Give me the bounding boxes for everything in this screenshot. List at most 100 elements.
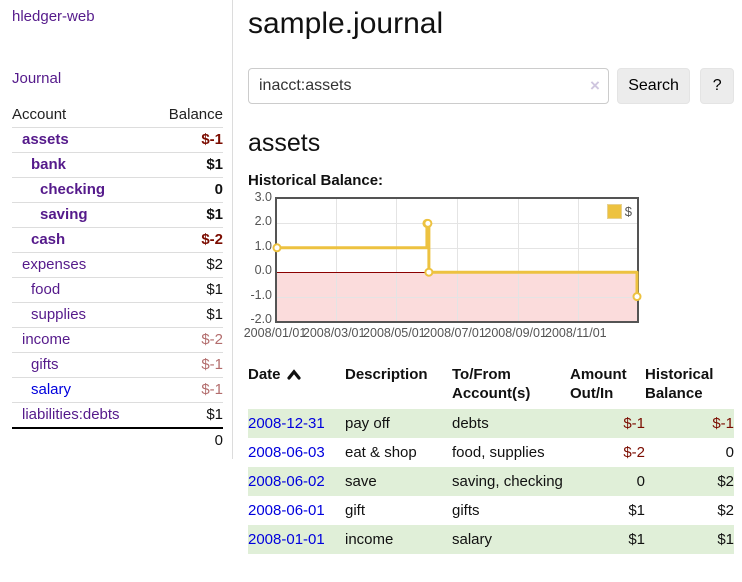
transaction-description: gift [345,502,366,519]
transaction-balance: $1 [645,525,734,554]
transaction-description: eat & shop [345,444,417,461]
app-brand: hledger-web [12,8,223,26]
transaction-date-link[interactable]: 2008-06-02 [248,473,325,490]
y-tick-label: -2.0 [250,312,272,326]
chart-y-axis: 3.0 2.0 1.0 0.0 -1.0 -2.0 [248,190,272,326]
legend-label: $ [624,204,632,219]
chart-x-axis: 2008/01/01 2008/03/01 2008/05/01 2008/07/01… [244,326,635,344]
search-form: × Search ? [248,68,734,104]
gridline [396,199,398,321]
y-tick-label: 1.0 [254,238,272,253]
transaction-accounts: food, supplies [452,444,545,461]
account-row: cash $-2 [12,227,223,253]
transaction-accounts: gifts [452,502,480,519]
sidebar-account-bank[interactable]: bank [31,156,67,173]
account-balance: $-1 [152,127,223,153]
data-point [424,267,434,277]
register-row: 2008-06-01 gift gifts $1 $2 [248,496,734,525]
accounts-total-row: 0 [12,427,223,453]
sidebar-account-income[interactable]: income [22,331,71,348]
sidebar-account-gifts[interactable]: gifts [31,356,59,373]
clear-search-icon[interactable]: × [589,76,600,95]
accounts-table: Account Balance assets $-1 bank $1 check… [12,103,223,453]
sidebar-account-food[interactable]: food [31,281,61,298]
page-title: sample.journal [248,7,444,40]
transaction-date-link[interactable]: 2008-06-01 [248,502,325,519]
sidebar-account-cash[interactable]: cash [31,231,66,248]
account-row: food $1 [12,277,223,303]
chart-legend: $ [606,204,632,219]
help-button[interactable]: ? [700,68,734,104]
data-point [632,292,642,302]
transaction-amount: $-1 [570,409,645,438]
sidebar-account-assets[interactable]: assets [22,131,69,148]
transaction-amount: $1 [570,525,645,554]
transaction-date-link[interactable]: 2008-12-31 [248,415,325,432]
sidebar-account-expenses[interactable]: expenses [22,256,87,273]
x-tick-label: 2008/05/01 [363,326,426,340]
sidebar: hledger-web Journal Account Balance asse… [0,0,233,459]
transaction-accounts: salary [452,525,570,554]
accounts-total-balance: 0 [152,427,223,453]
register-table: Date Description To/From Account(s) Amou… [248,363,734,554]
data-point [423,218,433,228]
sidebar-account-saving[interactable]: saving [40,206,88,223]
account-column-header: Account [12,106,67,123]
historical-balance-chart: 3.0 2.0 1.0 0.0 -1.0 -2.0 $ 2008/01/01 2008/03… [244,190,734,349]
account-balance: $-2 [152,227,223,253]
description-column-header: Description [345,366,428,383]
main-content: sample.journal × Search ? assets Histori… [244,0,734,554]
transaction-accounts: debts [452,409,570,438]
transaction-balance: $-1 [645,409,734,438]
account-balance: 0 [152,177,223,203]
sidebar-account-liabilities-debts[interactable]: liabilities:debts [22,406,120,423]
accounts-table-header: Account Balance [12,103,223,128]
balance-column-header: Balance [168,106,223,123]
sidebar-nav: Journal [12,70,223,88]
register-header-row: Date Description To/From Account(s) Amou… [248,363,734,409]
transaction-amount: $-2 [623,444,645,461]
y-tick-label: 0.0 [254,263,272,278]
account-balance: $1 [152,202,223,228]
date-column-header[interactable]: Date [248,363,345,409]
account-balance: $-1 [152,377,223,403]
gridline [336,199,338,321]
sidebar-item-journal[interactable]: Journal [12,70,62,87]
account-balance: $-2 [152,327,223,353]
transaction-balance: 0 [725,444,734,461]
transaction-date-link[interactable]: 2008-01-01 [248,531,325,548]
search-input[interactable] [248,68,609,104]
register-row: 2008-01-01 income salary $1 $1 [248,525,734,554]
account-balance: $-1 [152,352,223,378]
account-row: expenses $2 [12,252,223,278]
balance-column-header: Historical Balance [645,366,714,402]
transaction-description: income [345,525,452,554]
account-balance: $1 [152,277,223,303]
account-row: checking 0 [12,177,223,203]
sidebar-account-salary[interactable]: salary [31,381,72,398]
sidebar-account-checking[interactable]: checking [40,181,106,198]
x-tick-label: 2008/03/01 [302,326,366,340]
transaction-date-link[interactable]: 2008-06-03 [248,444,325,461]
y-tick-label: 3.0 [254,190,272,204]
transaction-amount: $1 [628,502,645,519]
transaction-description: pay off [345,409,452,438]
transaction-accounts: saving, checking [452,467,570,496]
sort-ascending-icon [286,369,301,380]
app-brand-link[interactable]: hledger-web [12,8,95,25]
sidebar-account-supplies[interactable]: supplies [31,306,87,323]
gridline [517,199,519,321]
chart-label: Historical Balance: [248,172,384,189]
account-row: saving $1 [12,202,223,228]
account-row: salary $-1 [12,377,223,403]
transaction-balance: $2 [645,467,734,496]
y-tick-label: -1.0 [250,287,272,302]
amount-column-header: Amount Out/In [570,366,627,402]
balance-line-series [272,218,642,302]
account-balance: $1 [152,152,223,178]
account-page-title: assets [248,129,321,157]
transaction-amount: 0 [570,467,645,496]
account-row: supplies $1 [12,302,223,328]
legend-swatch [606,204,622,219]
search-button[interactable]: Search [616,68,691,104]
